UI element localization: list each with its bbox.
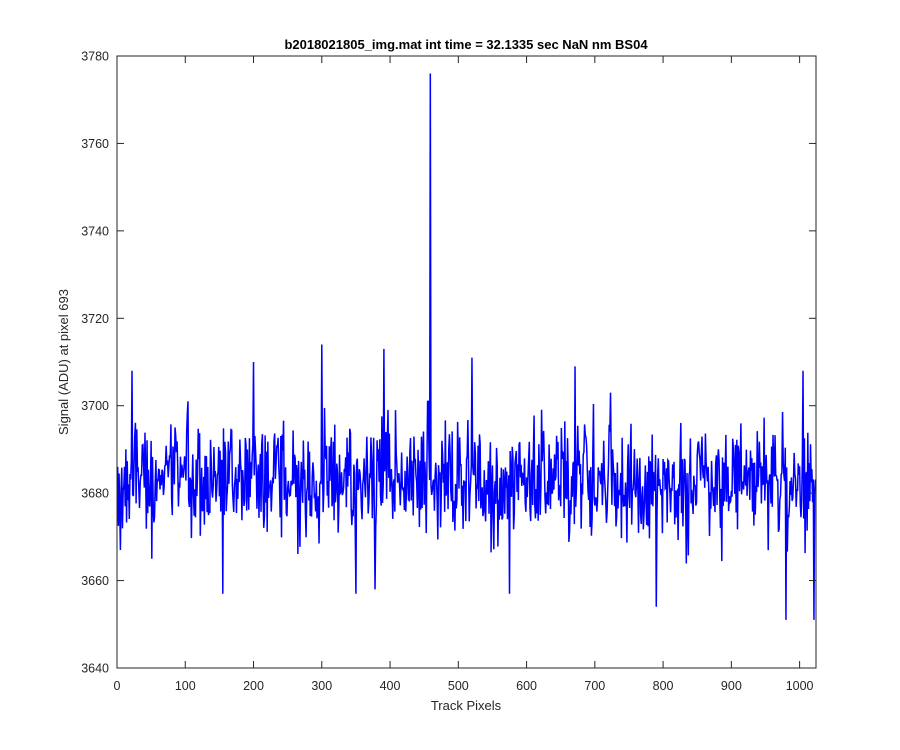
y-tick-label: 3680 [81, 487, 109, 501]
y-tick-label: 3720 [81, 312, 109, 326]
y-tick-label: 3780 [81, 50, 109, 64]
y-axis-label: Signal (ADU) at pixel 693 [56, 289, 71, 435]
y-ticks: 3640 3660 3680 3700 3720 3740 3760 3780 [81, 50, 816, 676]
y-tick-label: 3740 [81, 224, 109, 238]
x-tick-label: 800 [653, 679, 674, 693]
y-tick-label: 3760 [81, 137, 109, 151]
x-tick-label: 500 [448, 679, 469, 693]
x-tick-label: 300 [311, 679, 332, 693]
x-tick-label: 100 [175, 679, 196, 693]
axes-layer [116, 55, 817, 669]
x-tick-label: 600 [516, 679, 537, 693]
x-tick-label: 900 [721, 679, 742, 693]
x-tick-label: 400 [380, 679, 401, 693]
x-tick-label: 1000 [786, 679, 814, 693]
chart-title: b2018021805_img.mat int time = 32.1335 s… [284, 37, 648, 52]
y-tick-label: 3660 [81, 574, 109, 588]
x-axis-label: Track Pixels [431, 698, 502, 713]
y-tick-label: 3700 [81, 399, 109, 413]
axes-box [116, 55, 817, 669]
x-tick-label: 0 [114, 679, 121, 693]
x-tick-label: 700 [584, 679, 605, 693]
x-ticks: 0 100 200 300 400 500 600 700 800 900 1000 [114, 56, 814, 693]
plot-area [117, 56, 816, 668]
series-layer [116, 73, 817, 620]
signal-line [116, 73, 817, 620]
x-tick-label: 200 [243, 679, 264, 693]
y-tick-label: 3640 [81, 662, 109, 676]
